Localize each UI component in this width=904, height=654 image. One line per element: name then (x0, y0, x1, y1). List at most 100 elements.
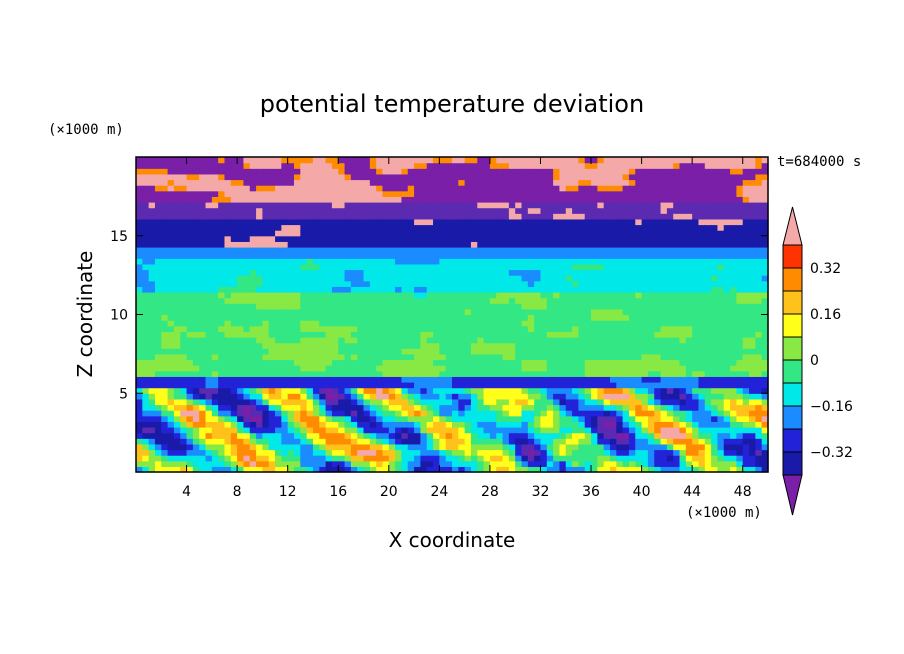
heatmap-cell (237, 331, 245, 338)
heatmap-cell (521, 202, 529, 209)
heatmap-cell (344, 404, 352, 411)
heatmap-cell (338, 393, 346, 400)
x-axis-unit: (×1000 m) (686, 505, 762, 521)
heatmap-cell (426, 337, 434, 344)
heatmap-cell (173, 263, 181, 271)
heatmap-cell (622, 320, 630, 327)
heatmap-cell (167, 213, 175, 220)
heatmap-cell (256, 320, 263, 327)
heatmap-cell (470, 410, 478, 417)
heatmap-cell (319, 438, 327, 445)
heatmap-cell (521, 269, 529, 276)
heatmap-cell (578, 466, 586, 473)
heatmap-cell (673, 252, 681, 259)
heatmap-cell (218, 415, 226, 422)
heatmap-cell (502, 376, 510, 383)
heatmap-cell (445, 308, 453, 316)
heatmap-cell (433, 247, 440, 254)
heatmap-cell (496, 308, 504, 316)
heatmap-cell (647, 460, 655, 467)
heatmap-cell (445, 297, 453, 304)
heatmap-cell (647, 314, 655, 321)
heatmap-cell (319, 157, 327, 164)
heatmap-cell (679, 348, 687, 355)
heatmap-cell (331, 427, 339, 434)
heatmap-cell (591, 196, 598, 203)
heatmap-cell (597, 213, 605, 220)
heatmap-cell (287, 241, 295, 248)
heatmap-cell (192, 179, 200, 186)
heatmap-cell (388, 342, 396, 349)
heatmap-cell (685, 337, 693, 344)
heatmap-cell (572, 275, 579, 282)
heatmap-cell (597, 196, 605, 203)
heatmap-cell (641, 410, 649, 417)
heatmap-cell (464, 348, 472, 355)
heatmap-cell (559, 252, 567, 259)
heatmap-cell (199, 325, 207, 332)
heatmap-cell (439, 382, 447, 389)
heatmap-cell (641, 303, 649, 310)
heatmap-cell (641, 353, 649, 361)
heatmap-cell (154, 258, 162, 265)
heatmap-cell (439, 387, 447, 394)
heatmap-cell (559, 449, 567, 456)
heatmap-cell (275, 443, 282, 451)
heatmap-cell (559, 432, 567, 439)
heatmap-cell (464, 297, 472, 304)
heatmap-cell (357, 308, 365, 316)
heatmap-cell (572, 207, 579, 214)
heatmap-cell (470, 320, 478, 327)
heatmap-cell (211, 382, 219, 389)
heatmap-cell (388, 337, 396, 344)
heatmap-cell (262, 173, 270, 181)
heatmap-cell (256, 308, 263, 316)
heatmap-cell (515, 449, 523, 456)
heatmap-cell (521, 337, 529, 344)
heatmap-cell (312, 466, 320, 473)
heatmap-cell (559, 438, 567, 445)
heatmap-cell (357, 427, 365, 434)
heatmap-cell (692, 359, 700, 366)
heatmap-cell (243, 427, 251, 434)
heatmap-cell (546, 393, 554, 400)
heatmap-cell (591, 280, 598, 287)
heatmap-cell (553, 292, 561, 299)
heatmap-cell (243, 275, 251, 282)
heatmap-cell (584, 331, 592, 338)
heatmap-cell (458, 359, 466, 366)
heatmap-cell (603, 359, 611, 366)
heatmap-cell (148, 415, 156, 422)
heatmap-cell (433, 387, 440, 394)
heatmap-cell (452, 286, 459, 293)
heatmap-cell (470, 241, 478, 248)
heatmap-cell (325, 173, 333, 181)
heatmap-cell (584, 286, 592, 293)
heatmap-cell (167, 263, 175, 271)
heatmap-cell (388, 275, 396, 282)
heatmap-cell (173, 460, 181, 467)
heatmap-cell (230, 286, 238, 293)
heatmap-cell (218, 241, 226, 248)
heatmap-cell (559, 382, 567, 389)
heatmap-cell (262, 247, 270, 254)
heatmap-cell (647, 207, 655, 214)
heatmap-cell (679, 213, 687, 220)
heatmap-cell (325, 213, 333, 220)
heatmap-cell (312, 292, 320, 299)
heatmap-cell (338, 342, 346, 349)
heatmap-cell (464, 382, 472, 389)
heatmap-cell (243, 252, 251, 259)
heatmap-cell (300, 393, 308, 400)
heatmap-cell (470, 224, 478, 231)
heatmap-cell (199, 466, 207, 473)
heatmap-cell (685, 258, 693, 265)
heatmap-cell (610, 286, 617, 293)
heatmap-cell (628, 202, 636, 209)
heatmap-cell (685, 365, 693, 372)
heatmap-cell (142, 269, 150, 276)
heatmap-cell (692, 376, 700, 383)
heatmap-cell (407, 275, 415, 282)
heatmap-cell (673, 337, 681, 344)
heatmap-cell (136, 162, 143, 169)
